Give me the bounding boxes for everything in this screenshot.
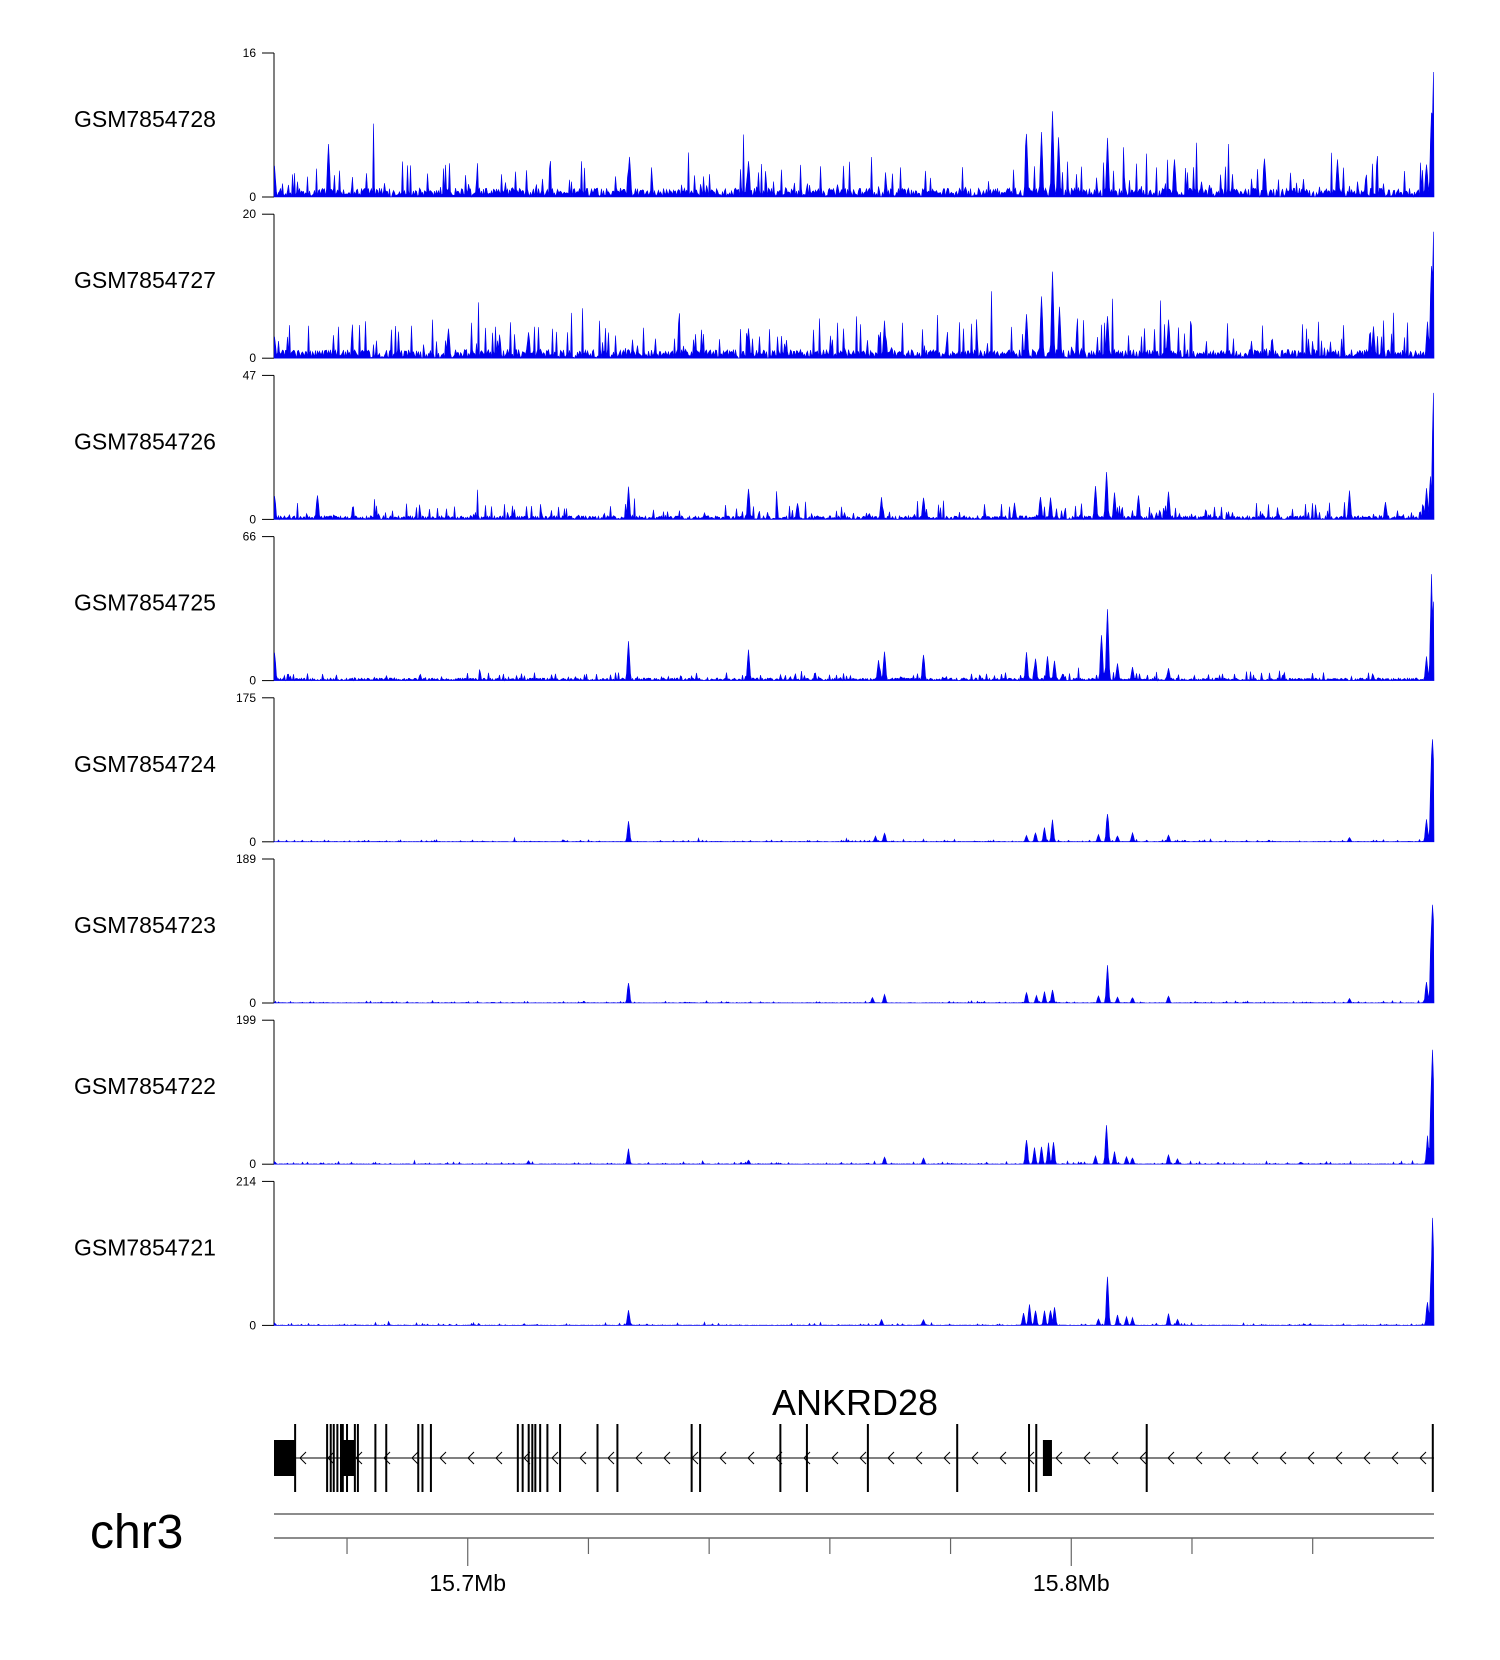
- coverage-area: [273, 392, 1435, 521]
- coverage-area: [273, 71, 1435, 198]
- strand-arrow: [299, 1451, 307, 1465]
- strand-arrow: [439, 1451, 447, 1465]
- strand-arrow: [1335, 1451, 1343, 1465]
- track-GSM7854722: GSM7854722 199 0: [74, 1013, 1435, 1171]
- track-GSM7854723: GSM7854723 189 0: [74, 852, 1435, 1010]
- y-tick-label-max: 20: [243, 207, 257, 221]
- strand-arrow: [915, 1451, 923, 1465]
- axis-tick-label: 15.7Mb: [429, 1570, 506, 1596]
- y-tick-label-min: 0: [249, 674, 256, 688]
- strand-arrow: [831, 1451, 839, 1465]
- track-GSM7854728: GSM7854728 16 0: [74, 46, 1435, 204]
- y-tick-label-min: 0: [249, 1157, 256, 1171]
- strand-arrow: [803, 1451, 811, 1465]
- strand-arrow: [1027, 1451, 1035, 1465]
- strand-arrow: [1223, 1451, 1231, 1465]
- gene-model: ANKRD28: [274, 1382, 1434, 1492]
- strand-arrow: [971, 1451, 979, 1465]
- y-tick-label-max: 16: [243, 46, 257, 60]
- strand-arrow: [1167, 1451, 1175, 1465]
- strand-arrow: [1111, 1451, 1119, 1465]
- strand-arrow: [719, 1451, 727, 1465]
- strand-arrow: [551, 1451, 559, 1465]
- coverage-area: [273, 574, 1435, 682]
- coverage-area: [273, 1217, 1435, 1326]
- y-tick-label-max: 47: [243, 368, 257, 382]
- strand-arrow: [495, 1451, 503, 1465]
- track-label: GSM7854724: [74, 751, 216, 777]
- gene-name-label: ANKRD28: [772, 1382, 938, 1423]
- track-label: GSM7854725: [74, 590, 216, 616]
- track-GSM7854721: GSM7854721 214 0: [74, 1174, 1435, 1332]
- y-tick-label-min: 0: [249, 1318, 256, 1332]
- coverage-area: [272, 739, 1435, 843]
- coverage-area: [272, 904, 1435, 1004]
- y-tick-label-max: 175: [236, 691, 256, 705]
- strand-arrow: [859, 1451, 867, 1465]
- track-GSM7854726: GSM7854726 47 0: [74, 368, 1435, 526]
- strand-arrow: [887, 1451, 895, 1465]
- y-tick-label-max: 199: [236, 1013, 256, 1027]
- exon-utr-block: [284, 1440, 295, 1476]
- track-GSM7854724: GSM7854724 175 0: [74, 691, 1435, 849]
- strand-arrow: [1055, 1451, 1063, 1465]
- strand-arrow: [579, 1451, 587, 1465]
- strand-arrow: [1139, 1451, 1147, 1465]
- exon-utr-block: [343, 1440, 355, 1476]
- strand-arrow: [747, 1451, 755, 1465]
- y-tick-label-max: 189: [236, 852, 256, 866]
- track-label: GSM7854727: [74, 267, 216, 293]
- track-GSM7854727: GSM7854727 20 0: [74, 207, 1435, 365]
- strand-arrow: [355, 1451, 363, 1465]
- strand-arrow: [1419, 1451, 1427, 1465]
- strand-arrow: [943, 1451, 951, 1465]
- strand-arrow: [1251, 1451, 1259, 1465]
- track-label: GSM7854722: [74, 1073, 216, 1099]
- track-GSM7854725: GSM7854725 66 0: [74, 530, 1435, 688]
- strand-arrow: [607, 1451, 615, 1465]
- coverage-tracks: GSM7854728160GSM7854727200GSM7854726470G…: [74, 46, 1435, 1332]
- coverage-area: [273, 1049, 1435, 1165]
- strand-arrow: [1279, 1451, 1287, 1465]
- track-label: GSM7854721: [74, 1234, 216, 1260]
- strand-arrow: [999, 1451, 1007, 1465]
- y-tick-label-max: 66: [243, 530, 257, 544]
- strand-arrow: [1363, 1451, 1371, 1465]
- strand-arrow: [635, 1451, 643, 1465]
- y-tick-label-min: 0: [249, 190, 256, 204]
- strand-arrow: [663, 1451, 671, 1465]
- genomic-axis: chr3 15.7Mb 15.8Mb: [90, 1506, 1434, 1596]
- track-label: GSM7854726: [74, 428, 216, 454]
- y-tick-label-min: 0: [249, 351, 256, 365]
- y-tick-label-max: 214: [236, 1174, 256, 1188]
- strand-arrow: [1391, 1451, 1399, 1465]
- track-label: GSM7854728: [74, 106, 216, 132]
- strand-arrow: [1307, 1451, 1315, 1465]
- chromosome-label: chr3: [90, 1506, 183, 1559]
- strand-arrow: [383, 1451, 391, 1465]
- coverage-area: [273, 231, 1435, 360]
- strand-arrow: [411, 1451, 419, 1465]
- y-tick-label-min: 0: [249, 996, 256, 1010]
- strand-arrow: [1195, 1451, 1203, 1465]
- track-label: GSM7854723: [74, 912, 216, 938]
- axis-tick-label: 15.8Mb: [1033, 1570, 1110, 1596]
- strand-arrow: [467, 1451, 475, 1465]
- y-tick-label-min: 0: [249, 835, 256, 849]
- strand-arrow: [1083, 1451, 1091, 1465]
- y-tick-label-min: 0: [249, 512, 256, 526]
- exon-utr-block: [1042, 1440, 1052, 1476]
